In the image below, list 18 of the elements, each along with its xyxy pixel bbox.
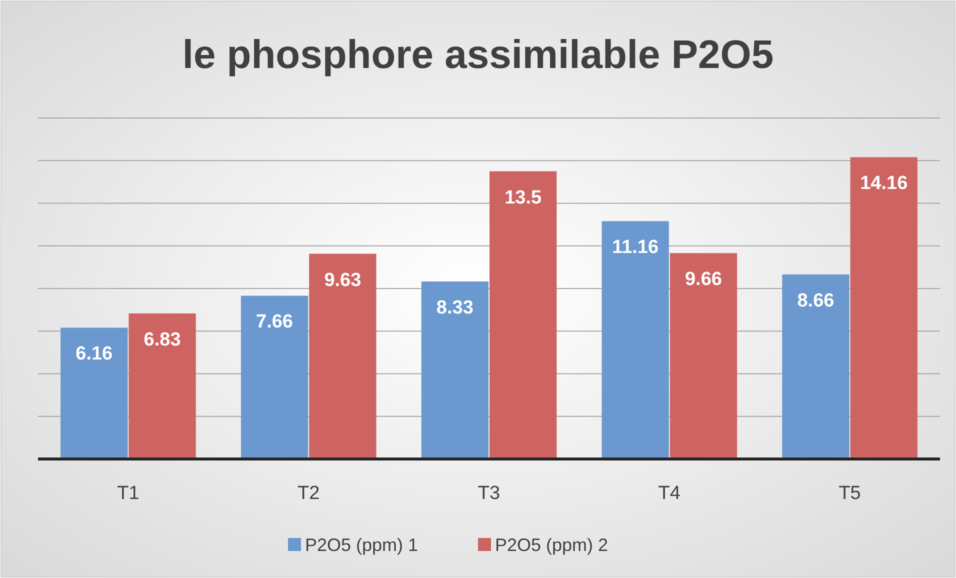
data-label: 8.66: [797, 290, 834, 312]
data-label: 9.63: [324, 270, 362, 291]
x-tick-label: T2: [298, 483, 320, 504]
legend-label: P2O5 (ppm) 2: [495, 535, 608, 555]
data-label: 6.83: [144, 329, 181, 350]
legend-label: P2O5 (ppm) 1: [305, 535, 418, 555]
data-label: 7.66: [256, 312, 294, 333]
data-label: 8.33: [436, 297, 474, 318]
data-label: 9.66: [684, 269, 722, 290]
data-label: 13.5: [504, 187, 542, 208]
x-tick-label: T4: [658, 483, 681, 504]
data-label: 11.16: [612, 237, 659, 258]
x-tick-label: T1: [117, 483, 140, 504]
data-label: 14.16: [860, 173, 908, 194]
data-label: 6.16: [76, 344, 113, 365]
x-tick-label: T3: [478, 483, 500, 504]
x-tick-label: T5: [838, 483, 861, 504]
chart-title: le phosphore assimilable P2O5: [182, 33, 774, 77]
